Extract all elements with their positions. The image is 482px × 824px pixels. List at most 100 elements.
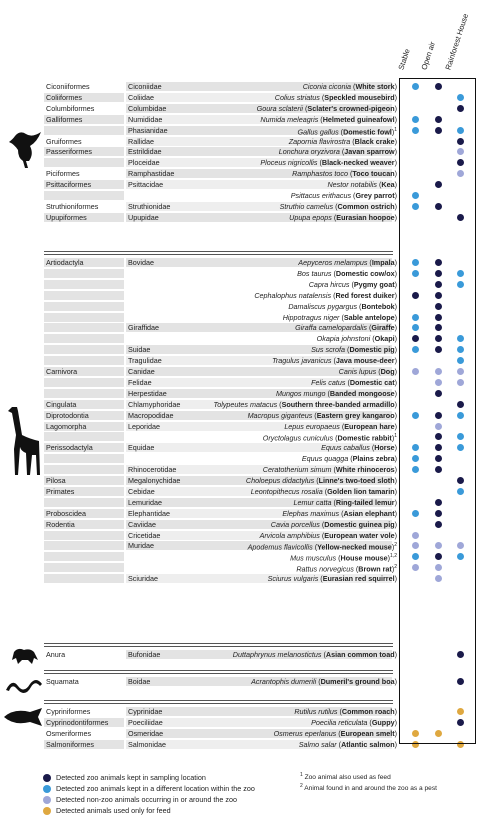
species-label: Equus quagga (Plains zebra) [301, 454, 397, 464]
species-latin: Canis lupus [338, 367, 377, 376]
detection-dot [412, 324, 419, 332]
detection-dot [435, 126, 442, 134]
species-common: Plains zebra [352, 454, 395, 464]
species-label: Oryctolagus cuniculus (Domestic rabbit)1 [262, 433, 397, 443]
species-label: Ceratotherium simum (White rhinoceros) [262, 465, 397, 475]
row-band-order [44, 541, 124, 551]
species-common: Southern three-banded armadillo [281, 399, 395, 409]
detection-dot [457, 93, 464, 101]
detection-dot [435, 368, 442, 375]
row-band-family [126, 377, 392, 387]
species-common: Eastern grey kangaroo [316, 410, 395, 420]
order-label: Galliformes [46, 114, 83, 124]
detection-dot [435, 422, 442, 430]
family-label: Psittacidae [128, 180, 164, 190]
detection-dot [457, 280, 464, 288]
species-label: Capra hircus (Pygmy goat) [308, 279, 397, 289]
species-latin: Equus quagga [301, 454, 349, 464]
species-latin: Tolypeutes matacus [213, 399, 278, 409]
species-label: Struthio camelus (Common ostrich) [279, 201, 397, 211]
footnote-label: Zoo animal also used as feed [302, 774, 391, 782]
row-band-family [126, 92, 392, 102]
order-label: Cypriniformes [46, 707, 91, 716]
detection-dot [412, 83, 419, 90]
footnote-mark: 1,2 [390, 553, 397, 560]
species-common: Dog [380, 367, 395, 376]
species-latin: Sciurus vulgaris [267, 574, 319, 584]
order-label: Anura [46, 650, 66, 659]
detection-dot [435, 302, 442, 310]
detection-dot [412, 313, 419, 321]
species-latin: Apodemus flavicollis [247, 542, 313, 552]
order-label: Artiodactyla [46, 258, 84, 267]
species-common: Speckled mousebird [324, 92, 395, 102]
footnote-mark: 2 [394, 564, 397, 571]
species-label: Mus musculus (House mouse)1,2 [290, 553, 397, 563]
detection-dot [435, 324, 442, 332]
detection-dot [457, 708, 464, 715]
footnote-mark: 2 [300, 783, 303, 789]
species-common: House mouse [340, 553, 388, 563]
species-common: Java mouse-deer [335, 356, 395, 366]
family-label: Numididae [128, 114, 163, 124]
row-band-order [44, 323, 124, 333]
species-common: White rhinoceros [335, 465, 395, 475]
row-band-family [126, 158, 392, 168]
species-common: Pygmy goat [353, 279, 395, 289]
detection-dot [435, 335, 442, 343]
detection-dot [412, 740, 419, 748]
order-label: Cingulata [46, 399, 77, 409]
legend-label: Detected non-zoo animals occurring in or… [56, 795, 237, 804]
species-common: Eurasian hoopoe [336, 212, 395, 222]
species-common: Domestic cow/ox [335, 268, 395, 278]
detection-dot [457, 378, 464, 386]
row-band-order [44, 432, 124, 442]
species-latin: Upupa epops [289, 212, 332, 222]
order-label: Cyprinodontiformes [46, 717, 109, 727]
row-band-family [126, 323, 392, 333]
detection-dot [457, 148, 464, 156]
footnote-text: 1 Zoo animal also used as feed [300, 772, 391, 781]
detection-dot [412, 126, 419, 134]
species-latin: Macropus giganteus [247, 410, 313, 420]
detection-dot [457, 104, 464, 112]
detection-dot [457, 411, 464, 419]
family-label: Canidae [128, 367, 155, 376]
detection-dot [435, 498, 442, 506]
species-common: Asian elephant [343, 508, 395, 518]
family-label: Felidae [128, 377, 152, 387]
detection-dot [412, 542, 419, 550]
species-latin: Nestor notabilis [327, 180, 378, 190]
row-band-order [44, 356, 124, 366]
species-label: Upupa epops (Eurasian hoopoe) [289, 212, 397, 222]
family-label: Cricetidae [128, 530, 161, 540]
detection-dot [412, 368, 419, 375]
detection-dot [435, 509, 442, 517]
row-band-order [44, 443, 124, 453]
species-common: Javan sparrow [344, 147, 395, 157]
species-common: Sclater's crowned-pigeon [307, 103, 395, 113]
species-common: Giraffe [371, 323, 395, 333]
row-band-family [126, 180, 392, 190]
family-label: Ploceidae [128, 158, 160, 168]
detection-dot [457, 346, 464, 354]
row-band-family [126, 574, 392, 584]
snake-silhouette-icon [6, 680, 42, 694]
species-common: Banded mongoose [329, 388, 395, 398]
species-label: Numida meleagris (Helmeted guineafowl) [260, 114, 397, 124]
row-band-family [126, 443, 392, 453]
family-label: Cyprinidae [128, 707, 163, 716]
group-divider [44, 673, 393, 674]
group-divider [44, 251, 393, 252]
species-label: Tolypeutes matacus (Southern three-bande… [213, 399, 398, 409]
species-label: Aepyceros melampus (Impala) [298, 258, 397, 267]
species-latin: Equus caballus [321, 443, 370, 453]
species-common: Linne's two-toed sloth [318, 476, 395, 485]
species-latin: Oryctolagus cuniculus [262, 433, 334, 443]
row-band-order [44, 399, 124, 409]
detection-dot [457, 477, 464, 484]
detection-dot [457, 651, 464, 658]
species-label: Bos taurus (Domestic cow/ox) [297, 268, 397, 278]
species-latin: Elephas maximus [282, 508, 340, 518]
species-label: Lepus europaeus (European hare) [284, 421, 397, 431]
